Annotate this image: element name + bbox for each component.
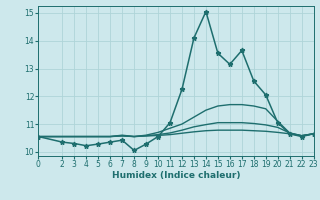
X-axis label: Humidex (Indice chaleur): Humidex (Indice chaleur) <box>112 171 240 180</box>
